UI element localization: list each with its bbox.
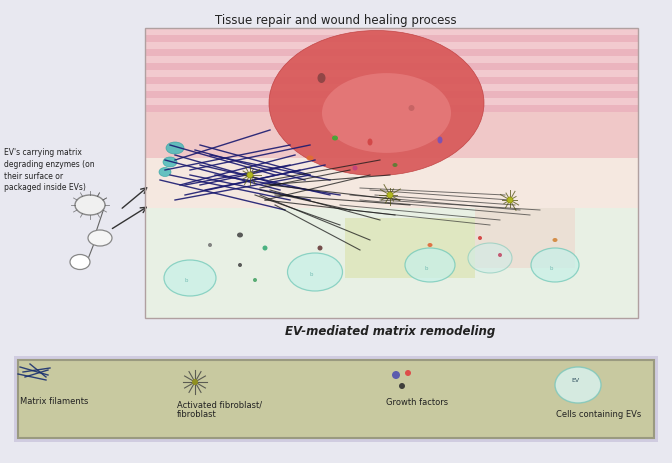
Ellipse shape [159, 168, 171, 176]
Ellipse shape [353, 165, 358, 170]
Ellipse shape [322, 73, 451, 153]
FancyBboxPatch shape [145, 56, 638, 63]
Ellipse shape [75, 195, 105, 215]
Ellipse shape [208, 243, 212, 247]
Ellipse shape [531, 248, 579, 282]
Ellipse shape [507, 197, 513, 203]
Ellipse shape [332, 136, 338, 140]
Text: EV-mediated matrix remodeling: EV-mediated matrix remodeling [285, 325, 495, 338]
FancyBboxPatch shape [145, 105, 638, 112]
FancyBboxPatch shape [145, 63, 638, 70]
Ellipse shape [192, 379, 198, 385]
Ellipse shape [164, 260, 216, 296]
Text: b: b [549, 265, 553, 270]
Text: Cells containing EVs: Cells containing EVs [556, 410, 641, 419]
FancyBboxPatch shape [345, 218, 475, 278]
Ellipse shape [387, 192, 393, 198]
Ellipse shape [405, 248, 455, 282]
Ellipse shape [269, 31, 484, 175]
Ellipse shape [70, 255, 90, 269]
Ellipse shape [552, 238, 558, 242]
FancyBboxPatch shape [145, 49, 638, 56]
FancyBboxPatch shape [475, 208, 575, 268]
FancyBboxPatch shape [145, 91, 638, 98]
FancyBboxPatch shape [18, 360, 654, 438]
FancyBboxPatch shape [145, 28, 638, 35]
FancyBboxPatch shape [145, 42, 638, 49]
Ellipse shape [288, 253, 343, 291]
Ellipse shape [247, 172, 253, 178]
FancyBboxPatch shape [145, 35, 638, 42]
Ellipse shape [263, 245, 267, 250]
Text: EV's carrying matrix
degrading enzymes (on
their surface or
packaged inside EVs): EV's carrying matrix degrading enzymes (… [4, 148, 95, 193]
FancyBboxPatch shape [145, 84, 638, 91]
Ellipse shape [427, 243, 433, 247]
Text: b: b [424, 265, 428, 270]
FancyBboxPatch shape [145, 208, 638, 318]
Ellipse shape [409, 105, 415, 111]
FancyBboxPatch shape [14, 356, 658, 442]
Ellipse shape [163, 157, 177, 167]
Ellipse shape [306, 156, 314, 161]
Ellipse shape [368, 138, 372, 145]
Text: b: b [309, 273, 312, 277]
Ellipse shape [238, 263, 242, 267]
Text: Matrix filaments: Matrix filaments [20, 397, 89, 406]
Text: Growth factors: Growth factors [386, 398, 448, 407]
Ellipse shape [392, 163, 398, 167]
Ellipse shape [253, 278, 257, 282]
Text: b: b [184, 279, 187, 283]
Text: Tissue repair and wound healing process: Tissue repair and wound healing process [215, 14, 457, 27]
Ellipse shape [392, 371, 400, 379]
Ellipse shape [468, 243, 512, 273]
Ellipse shape [399, 383, 405, 389]
Ellipse shape [317, 73, 325, 83]
Ellipse shape [437, 137, 442, 144]
Ellipse shape [88, 230, 112, 246]
Text: Activated fibroblast/
fibroblast: Activated fibroblast/ fibroblast [177, 400, 262, 419]
FancyBboxPatch shape [145, 70, 638, 77]
Ellipse shape [166, 142, 184, 154]
FancyBboxPatch shape [145, 158, 638, 208]
Ellipse shape [405, 370, 411, 376]
Text: EV: EV [571, 378, 579, 383]
Ellipse shape [317, 245, 323, 250]
Ellipse shape [237, 232, 243, 238]
FancyBboxPatch shape [145, 77, 638, 84]
Ellipse shape [555, 367, 601, 403]
Ellipse shape [478, 236, 482, 240]
FancyBboxPatch shape [145, 98, 638, 105]
FancyBboxPatch shape [145, 28, 638, 173]
Ellipse shape [498, 253, 502, 257]
